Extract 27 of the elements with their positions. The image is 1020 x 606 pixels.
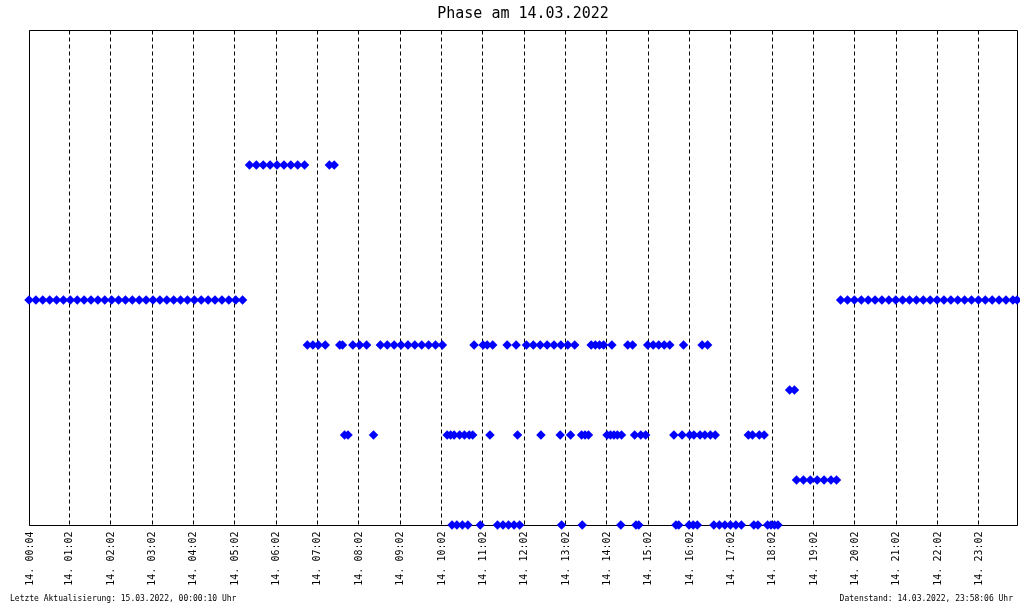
text: Letzte Aktualisierung: 15.03.2022, 00:00:10 Uhr: [10, 594, 237, 603]
x-tick-label: 14. 07:02: [311, 531, 323, 586]
x-tick-label: 14. 03:02: [146, 531, 158, 586]
x-tick-label: 14. 00:04: [23, 531, 35, 586]
x-tick-label: 14. 14:02: [600, 531, 612, 586]
x-tick-label: 14. 01:02: [63, 531, 75, 586]
x-tick-label: 14. 10:02: [435, 531, 447, 586]
x-tick-label: 14. 21:02: [890, 531, 902, 586]
x-tick-label: 14. 09:02: [394, 531, 406, 586]
x-tick-label: 14. 12:02: [518, 531, 530, 586]
x-tick-label: 14. 11:02: [476, 531, 488, 586]
x-tick-label: 14. 04:02: [187, 531, 199, 586]
x-tick-label: 14. 23:02: [972, 531, 984, 586]
x-tick-label: 14. 20:02: [848, 531, 860, 586]
x-tick-label: 14. 19:02: [807, 531, 819, 586]
x-tick-label: 14. 05:02: [228, 531, 240, 586]
x-tick-label: 14. 16:02: [683, 531, 695, 586]
x-tick-label: 14. 06:02: [270, 531, 282, 586]
x-tick-label: 14. 08:02: [352, 531, 364, 586]
x-tick-label: 14. 13:02: [559, 531, 571, 586]
text: Datenstand: 14.03.2022, 23:58:06 Uhr: [839, 594, 1014, 603]
x-tick-label: 14. 18:02: [766, 531, 778, 586]
x-tick-label: 14. 17:02: [724, 531, 736, 586]
x-tick-label: 14. 22:02: [931, 531, 943, 586]
chart-title: Phase am 14.03.2022: [437, 4, 609, 22]
x-tick-label: 14. 02:02: [104, 531, 116, 586]
x-tick-label: 14. 15:02: [642, 531, 654, 586]
